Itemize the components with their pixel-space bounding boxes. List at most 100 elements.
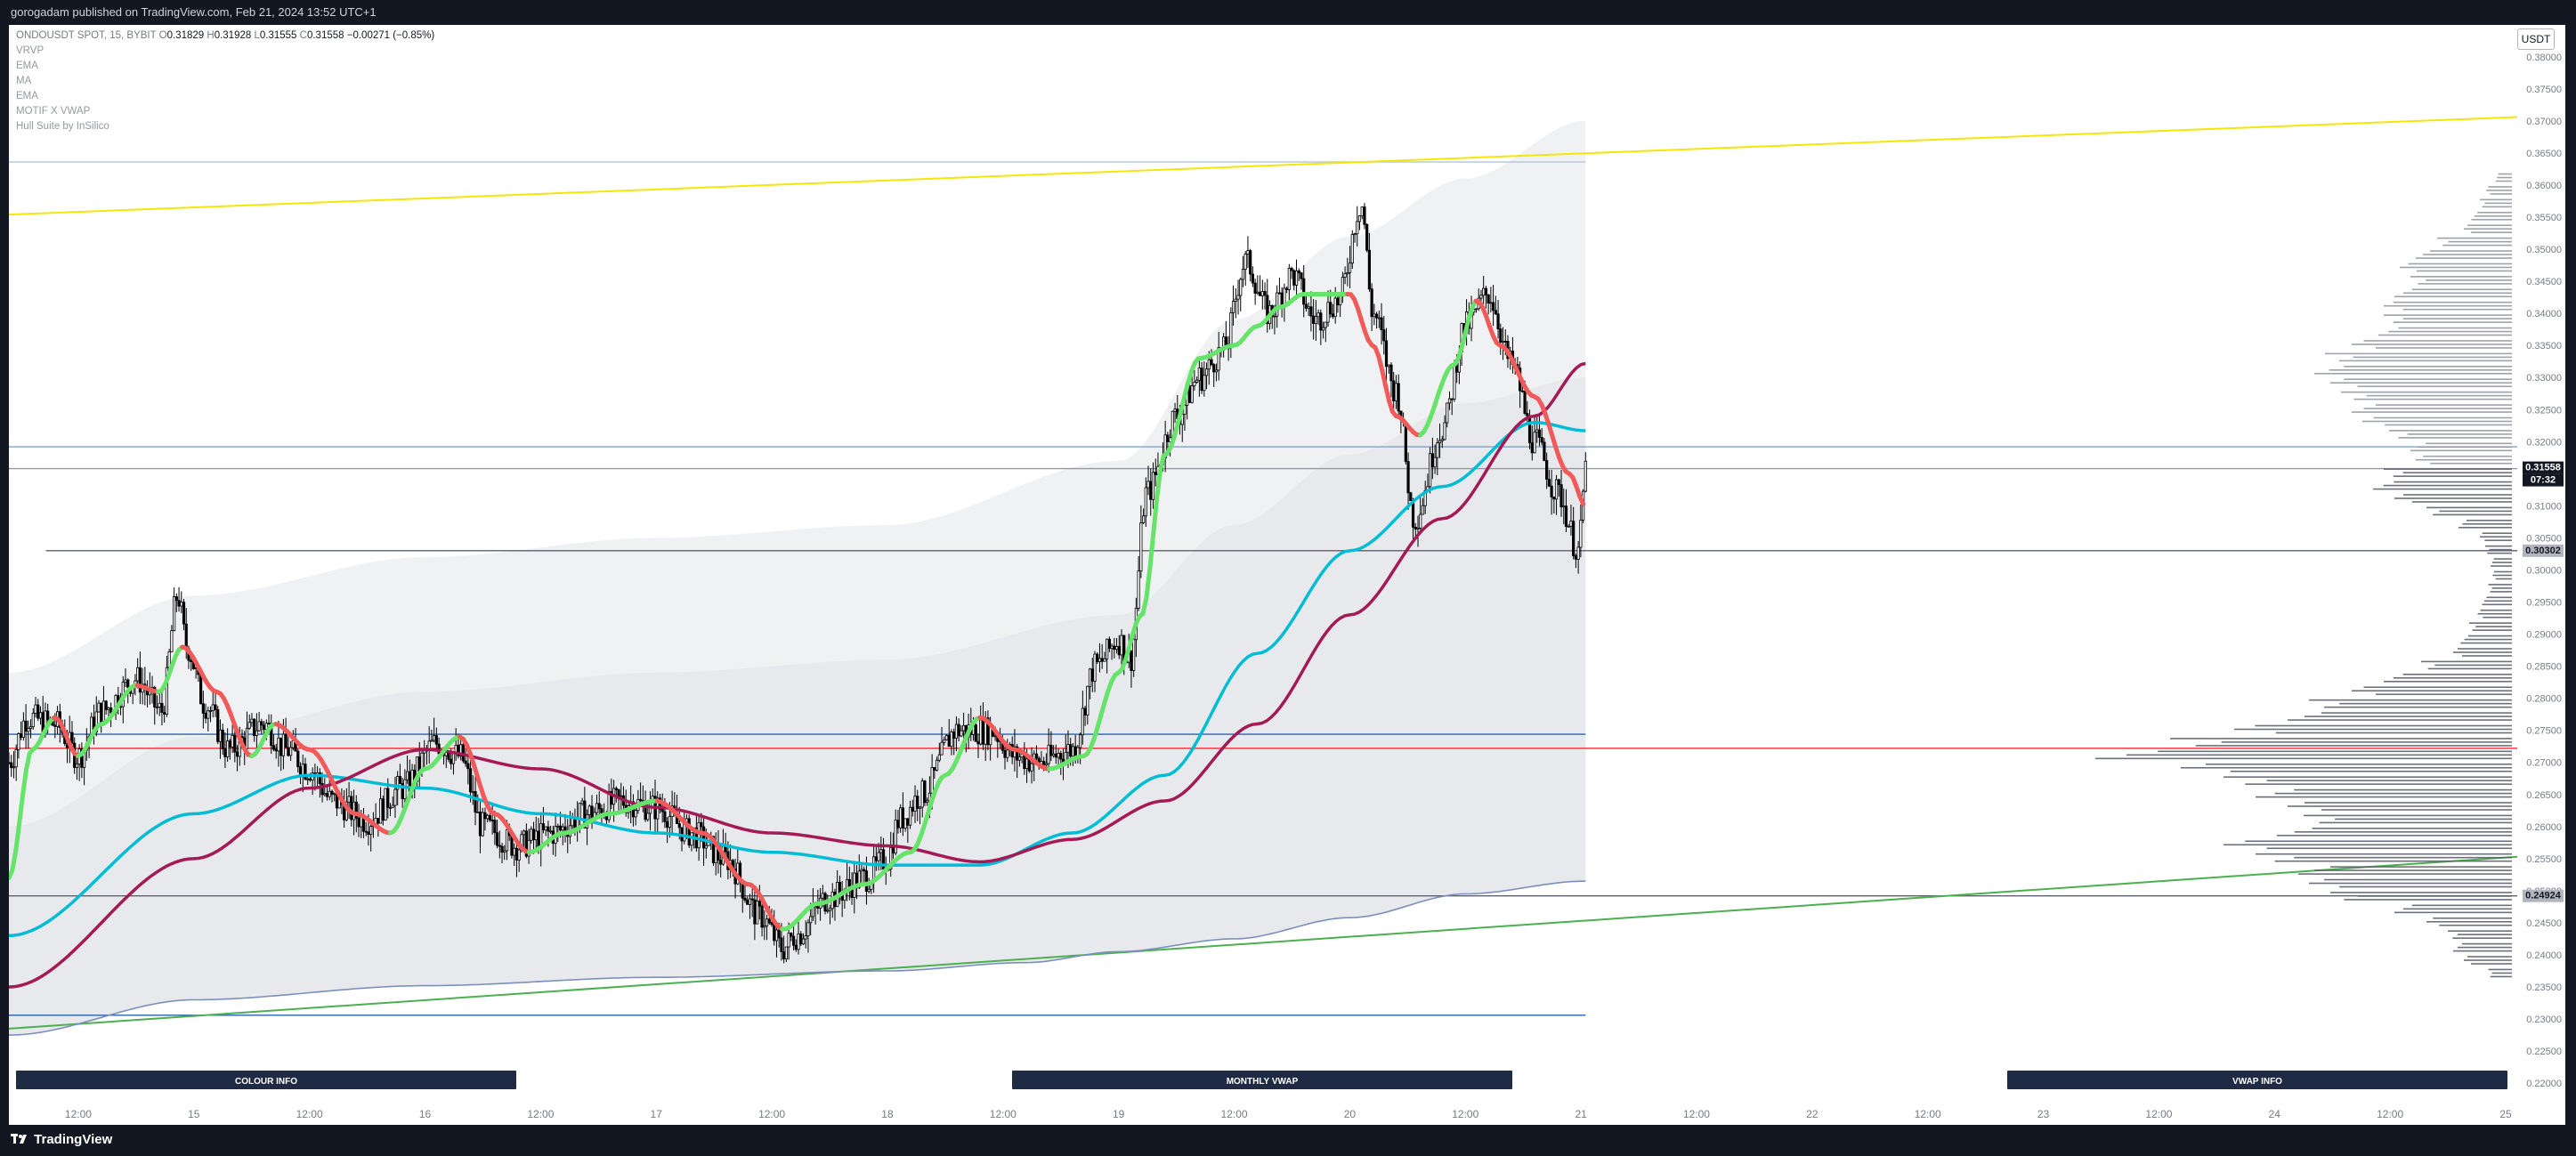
volume-profile-bar — [2462, 523, 2512, 525]
legend-low-label: L — [254, 30, 260, 41]
candle-body — [1283, 287, 1286, 305]
candle-body — [1535, 429, 1539, 433]
candle-body — [100, 702, 103, 724]
legend-indicator-ema-2[interactable]: EMA — [16, 91, 38, 101]
candle-body — [357, 817, 360, 828]
legend-symbol[interactable]: ONDOUSDT SPOT, 15, BYBIT — [16, 30, 157, 41]
price-tick-label: 0.30500 — [2526, 533, 2562, 544]
candle-body — [1356, 221, 1359, 235]
vwap-band-group — [9, 120, 1586, 1036]
price-tick-label: 0.24000 — [2526, 950, 2562, 961]
volume-profile-bar — [2426, 920, 2512, 923]
volume-profile-bar — [2471, 231, 2512, 234]
candle-body — [378, 798, 383, 824]
candle-body — [1527, 415, 1532, 444]
candle-body — [107, 707, 110, 710]
volume-profile-bar — [2433, 513, 2512, 516]
candle-body — [1409, 492, 1413, 501]
candle-body — [1297, 270, 1300, 274]
hull-segment — [1175, 408, 1184, 428]
volume-profile-bar — [2353, 398, 2512, 400]
candle-body — [301, 764, 304, 776]
tradingview-logo[interactable]: TradingView — [11, 1132, 112, 1147]
candle-body — [226, 740, 230, 757]
legend-indicator-ma[interactable]: MA — [16, 76, 32, 86]
chart-canvas[interactable]: 0.38000 0.37500 0.37000 0.36500 0.36000 0.355… — [9, 25, 2565, 1125]
hull-segment — [1380, 368, 1389, 389]
volume-profile-bar — [2393, 677, 2512, 679]
volume-profile-bar — [2309, 699, 2512, 701]
candle-body — [1569, 521, 1573, 527]
candle-body — [947, 735, 951, 748]
volume-profile — [2095, 173, 2512, 978]
candle-body — [597, 803, 601, 810]
candle-body — [993, 735, 997, 738]
candle-body — [1034, 753, 1039, 759]
monthly-vwap-button[interactable] — [1012, 1071, 1512, 1089]
candle-body — [1526, 413, 1529, 416]
volume-profile-bar — [2394, 497, 2512, 499]
candle-body — [304, 764, 307, 780]
candle-body — [668, 816, 671, 829]
vwap-info-button[interactable] — [2007, 1071, 2507, 1089]
candle-body — [104, 700, 108, 710]
candle-body — [1567, 525, 1570, 528]
candle-body — [274, 748, 278, 752]
candle-body — [797, 933, 800, 950]
candle-body — [369, 826, 373, 835]
candle-body — [1090, 668, 1094, 682]
vwap-info-button-label: VWAP INFO — [2232, 1077, 2282, 1087]
hull-segment — [20, 767, 28, 797]
candle-body — [1141, 515, 1146, 523]
candle-body — [1540, 437, 1543, 443]
volume-profile-bar — [2234, 728, 2512, 731]
candle-body — [801, 938, 806, 945]
candle-body — [1474, 308, 1478, 311]
candle-body — [578, 803, 581, 819]
volume-profile-bar — [2309, 882, 2512, 885]
volume-profile-bar — [2321, 809, 2512, 811]
volume-profile-bar — [2230, 770, 2512, 772]
time-tick-label: 15 — [188, 1108, 200, 1120]
candle-body — [1484, 287, 1488, 295]
chart-pane[interactable]: 0.38000 0.37500 0.37000 0.36500 0.36000 0.355… — [9, 25, 2565, 1125]
candle-body — [1443, 422, 1446, 441]
candle-body — [804, 935, 807, 940]
countdown-label: 07:32 — [2531, 475, 2556, 486]
volume-profile-bar — [2363, 686, 2512, 689]
volume-profile-bar — [2480, 198, 2512, 201]
volume-profile-bar — [2468, 635, 2512, 637]
candle-body — [1256, 291, 1260, 294]
candle-body — [1287, 268, 1291, 290]
candle-body — [1190, 385, 1194, 403]
volume-profile-bar — [2464, 959, 2512, 961]
candle-body — [486, 814, 490, 820]
candle-body — [531, 829, 536, 841]
candle-body — [1106, 638, 1109, 659]
volume-profile-bar — [2304, 715, 2512, 717]
candle-body — [1098, 658, 1102, 662]
volume-profile-bar — [2464, 638, 2512, 641]
candle-body — [1263, 291, 1267, 296]
candle-body — [874, 856, 878, 861]
candle-body — [466, 763, 470, 770]
volume-profile-bar — [2448, 930, 2512, 932]
legend-indicator-ema[interactable]: EMA — [16, 61, 38, 71]
candle-body — [933, 767, 936, 771]
candle-body — [1292, 270, 1296, 286]
legend-indicator-hull-suite[interactable]: Hull Suite by InSilico — [16, 121, 109, 132]
legend-indicator-motif-vwap[interactable]: MOTIF X VWAP — [16, 106, 91, 117]
legend-indicator-vrvp[interactable]: VRVP — [16, 45, 45, 56]
candle-body — [398, 776, 402, 784]
currency-unit-button[interactable]: USDT — [2517, 28, 2555, 50]
candle-body — [287, 747, 290, 756]
candle-body — [75, 764, 79, 768]
candle-body — [31, 713, 35, 728]
hull-segment — [1151, 497, 1160, 538]
candle-body — [1543, 441, 1546, 461]
candle-body — [384, 788, 387, 821]
candle-body — [701, 826, 706, 849]
candle-body — [21, 720, 25, 739]
colour-info-button[interactable] — [16, 1071, 516, 1089]
volume-profile-bar — [2459, 527, 2512, 529]
